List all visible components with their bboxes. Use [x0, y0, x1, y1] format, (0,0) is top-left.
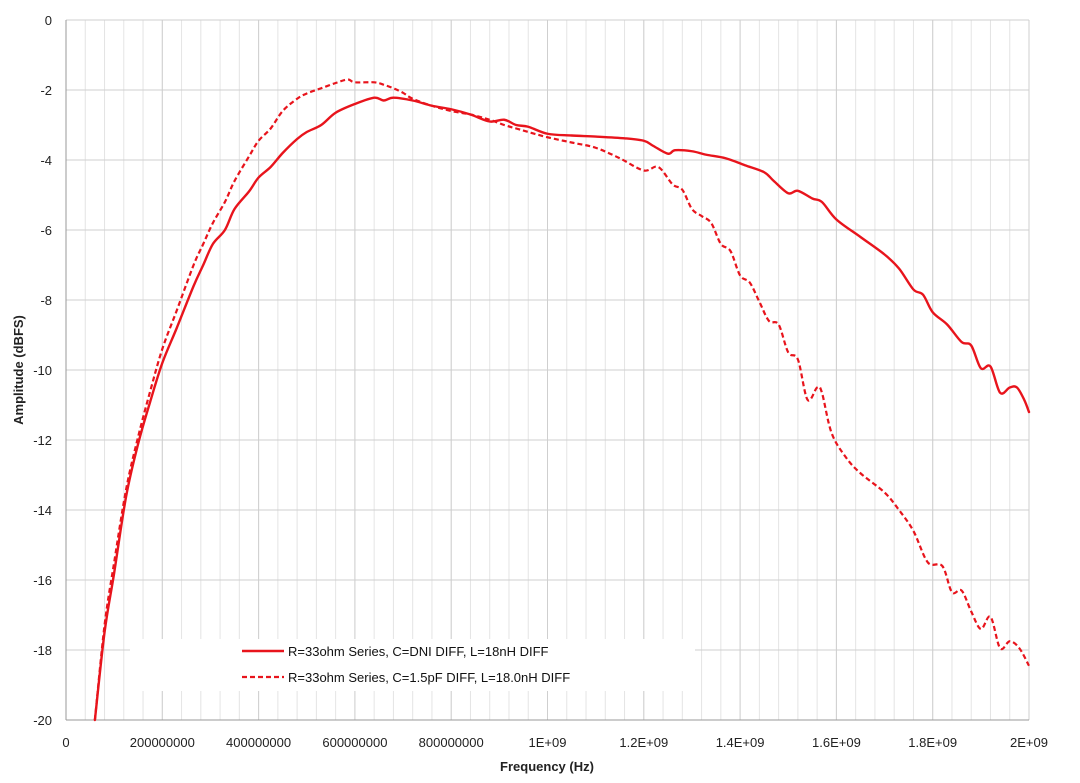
x-tick-label: 400000000 — [226, 735, 291, 750]
series-line-1 — [93, 96, 1031, 722]
x-tick-label: 1.4E+09 — [716, 735, 765, 750]
axes: 0 200000000 400000000 600000000 800000000 1E+… — [33, 13, 1048, 750]
legend-label-series-1: R=33ohm Series, C=DNI DIFF, L=18nH DIFF — [288, 644, 549, 659]
x-tick-label: 600000000 — [322, 735, 387, 750]
y-tick-label: -4 — [40, 153, 52, 168]
y-tick-label: -18 — [33, 643, 52, 658]
y-axis-title: Amplitude (dBFS) — [11, 315, 26, 425]
y-tick-label: -16 — [33, 573, 52, 588]
y-tick-label: -20 — [33, 713, 52, 728]
x-tick-label: 1.8E+09 — [908, 735, 957, 750]
y-tick-label: -10 — [33, 363, 52, 378]
legend: R=33ohm Series, C=DNI DIFF, L=18nH DIFF … — [130, 639, 695, 691]
y-tick-label: 0 — [45, 13, 52, 28]
y-tick-label: -6 — [40, 223, 52, 238]
x-tick-label: 2E+09 — [1010, 735, 1048, 750]
legend-label-series-2: R=33ohm Series, C=1.5pF DIFF, L=18.0nH D… — [288, 670, 570, 685]
legend-box — [130, 639, 695, 691]
series-line-2 — [93, 78, 1030, 721]
x-tick-label: 800000000 — [419, 735, 484, 750]
y-tick-label: -2 — [40, 83, 52, 98]
series-lines — [93, 78, 1031, 722]
y-tick-label: -8 — [40, 293, 52, 308]
y-tick-label: -14 — [33, 503, 52, 518]
x-tick-label: 1.6E+09 — [812, 735, 861, 750]
x-tick-label: 200000000 — [130, 735, 195, 750]
y-tick-label: -12 — [33, 433, 52, 448]
x-tick-label: 1.2E+09 — [619, 735, 668, 750]
x-tick-label: 0 — [62, 735, 69, 750]
x-tick-label: 1E+09 — [529, 735, 567, 750]
x-axis-title: Frequency (Hz) — [500, 759, 594, 774]
